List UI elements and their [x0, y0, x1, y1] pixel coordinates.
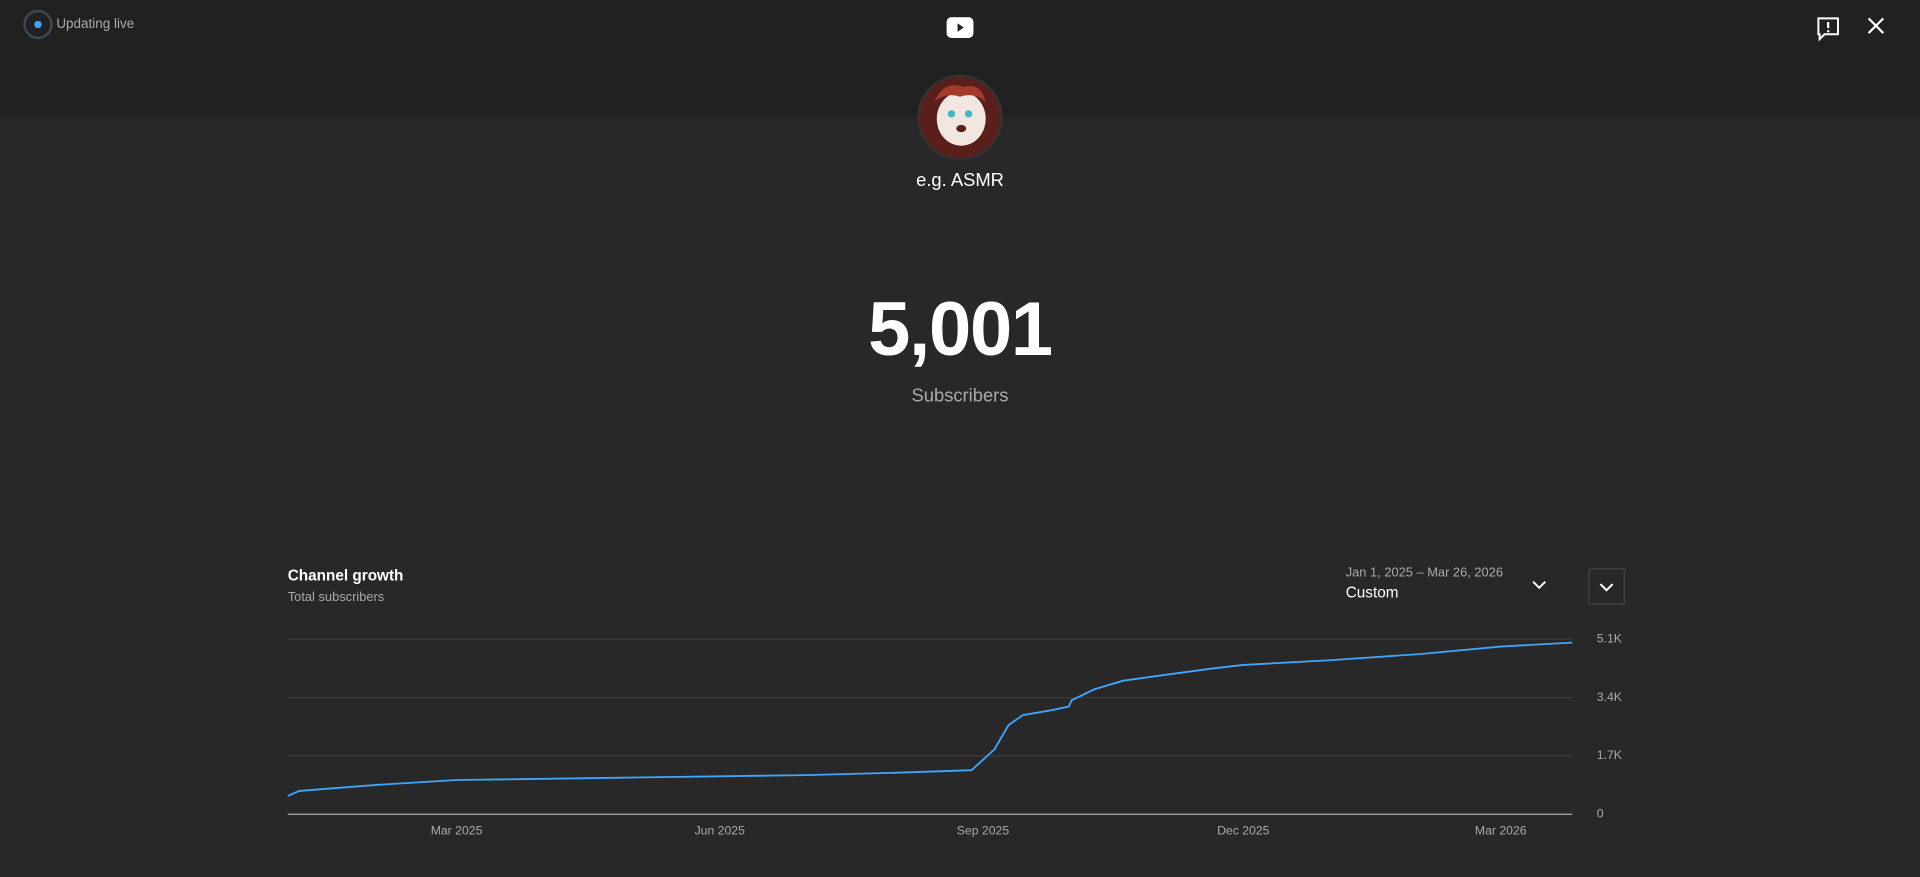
x-tick-label: Mar 2025 [431, 824, 483, 838]
x-tick-label: Jun 2025 [695, 824, 746, 838]
series-line [287, 641, 1573, 797]
x-tick-label: Sep 2025 [957, 824, 1010, 838]
y-tick-label: 1.7K [1597, 748, 1623, 762]
status: Updating live [56, 17, 135, 32]
period-select[interactable]: Custom [1345, 584, 1399, 602]
feedback-button[interactable] [1815, 15, 1842, 42]
subscriber-count: 5,001 [868, 287, 1053, 373]
x-tick-label: Mar 2026 [1475, 824, 1527, 838]
chart: 0 1.7K 3.4K 5.1K Mar 2025 Jun 2025 Sep 2025 Dec… [287, 631, 1623, 838]
period-dropdown[interactable] [1531, 578, 1548, 593]
youtube-logo[interactable] [946, 17, 974, 38]
subscriber-label: Subscribers [911, 385, 1009, 407]
chart-title: Channel growth [287, 566, 404, 585]
live-indicator [23, 9, 53, 40]
close-button[interactable] [1865, 15, 1887, 37]
chart-subtitle: Total subscribers [287, 590, 385, 605]
chart-panel [0, 542, 1920, 877]
date-range[interactable]: Jan 1, 2025 – Mar 26, 2026 [1345, 565, 1503, 581]
y-tick-label: 0 [1597, 807, 1604, 821]
expand-button[interactable] [1588, 568, 1625, 605]
channel-name: e.g. ASMR [916, 170, 1004, 192]
x-tick-label: Dec 2025 [1217, 824, 1270, 838]
y-tick-label: 3.4K [1597, 690, 1623, 704]
y-tick-label: 5.1K [1597, 631, 1623, 645]
avatar [917, 74, 1003, 161]
